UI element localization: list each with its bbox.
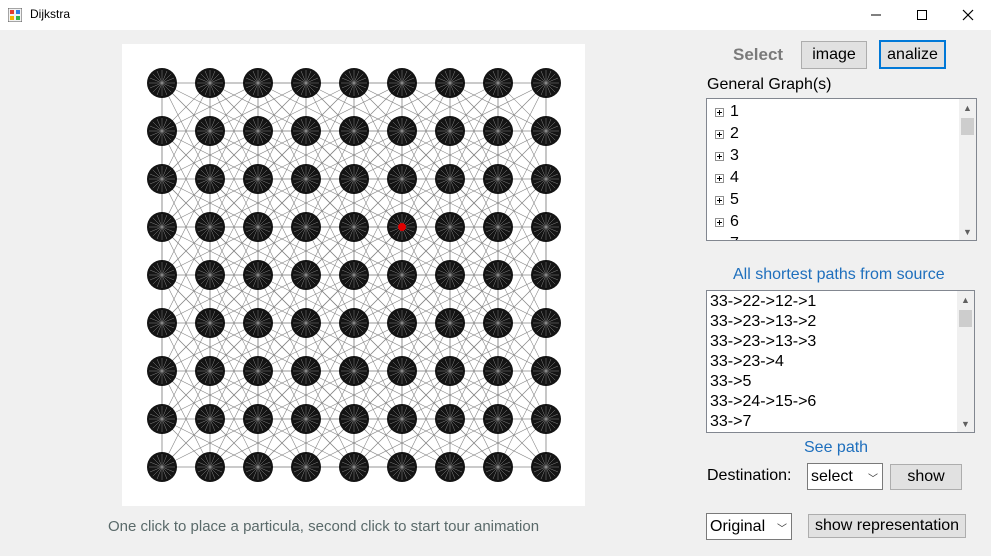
title-bar: Dijkstra [0, 0, 991, 30]
tree-item-label: 4 [730, 169, 739, 186]
list-item[interactable]: 33->7 [710, 413, 752, 430]
app-icon [8, 8, 22, 22]
graph-tree[interactable]: 1 2 3 4 5 6 7 ▲ ▼ [706, 98, 977, 241]
tree-item-label: 3 [730, 147, 739, 164]
tree-item[interactable]: 3 [715, 145, 739, 167]
node-spokes [149, 70, 559, 480]
see-path-label: See path [804, 439, 869, 456]
destination-value: select [811, 467, 853, 485]
chevron-down-icon: ﹀ [868, 474, 878, 485]
maximize-icon [917, 10, 927, 20]
expand-icon[interactable] [715, 107, 724, 117]
expand-icon[interactable] [715, 129, 724, 139]
tree-item[interactable]: 5 [715, 189, 739, 211]
source-particle [398, 223, 406, 231]
general-graphs-label: General Graph(s) [707, 76, 832, 93]
close-button[interactable] [945, 0, 991, 30]
minimize-button[interactable] [853, 0, 899, 30]
paths-list[interactable]: 33->22->12->1 33->23->13->2 33->23->13->3 3… [706, 290, 975, 433]
minimize-icon [871, 14, 881, 16]
tree-item[interactable]: 2 [715, 123, 739, 145]
paths-label: All shortest paths from source [733, 266, 945, 283]
scroll-up-icon[interactable]: ▲ [963, 102, 972, 113]
graph-canvas[interactable] [122, 44, 585, 506]
maximize-button[interactable] [899, 0, 945, 30]
list-item[interactable]: 33->23->13->2 [710, 313, 817, 330]
tree-item-label: 2 [730, 125, 739, 142]
list-item[interactable]: 33->23->4 [710, 353, 784, 370]
show-representation-button[interactable]: show representation [808, 514, 966, 538]
expand-icon[interactable] [715, 217, 724, 227]
list-item[interactable]: 33->24->15->6 [710, 393, 817, 410]
analize-button[interactable]: analize [879, 40, 946, 69]
show-path-button[interactable]: show [890, 464, 962, 490]
list-item[interactable]: 33->5 [710, 373, 752, 390]
image-button[interactable]: image [801, 41, 867, 69]
expand-icon[interactable] [715, 173, 724, 183]
tree-item-label: 5 [730, 191, 739, 208]
scroll-up-icon[interactable]: ▲ [961, 294, 970, 305]
list-item[interactable]: 33->22->12->1 [710, 293, 817, 310]
window-title: Dijkstra [30, 7, 71, 21]
destination-label: Destination: [707, 467, 792, 484]
tree-item[interactable]: 6 [715, 211, 739, 233]
tree-item[interactable]: 7 [715, 233, 739, 240]
close-icon [962, 9, 974, 21]
expand-icon[interactable] [715, 239, 724, 240]
scroll-down-icon[interactable]: ▼ [961, 418, 970, 429]
scroll-thumb[interactable] [961, 118, 974, 135]
select-label: Select [733, 45, 784, 64]
tree-item-label: 6 [730, 213, 739, 230]
canvas-hint: One click to place a particula, second c… [108, 518, 540, 535]
expand-icon[interactable] [715, 195, 724, 205]
tree-item[interactable]: 1 [715, 101, 739, 123]
graph-tree-scrollbar[interactable]: ▲ ▼ [959, 99, 976, 240]
list-item[interactable]: 33->23->13->3 [710, 333, 817, 350]
expand-icon[interactable] [715, 151, 724, 161]
destination-select[interactable]: select ﹀ [807, 463, 883, 490]
graph-drawing[interactable] [122, 44, 585, 506]
tree-item[interactable]: 4 [715, 167, 739, 189]
scroll-down-icon[interactable]: ▼ [963, 226, 972, 237]
scroll-thumb[interactable] [959, 310, 972, 327]
tree-item-label: 1 [730, 103, 739, 120]
tree-item-label: 7 [730, 235, 739, 240]
paths-list-scrollbar[interactable]: ▲ ▼ [957, 291, 974, 432]
representation-value: Original [710, 517, 766, 535]
chevron-down-icon: ﹀ [777, 524, 787, 535]
representation-select[interactable]: Original ﹀ [706, 513, 792, 540]
